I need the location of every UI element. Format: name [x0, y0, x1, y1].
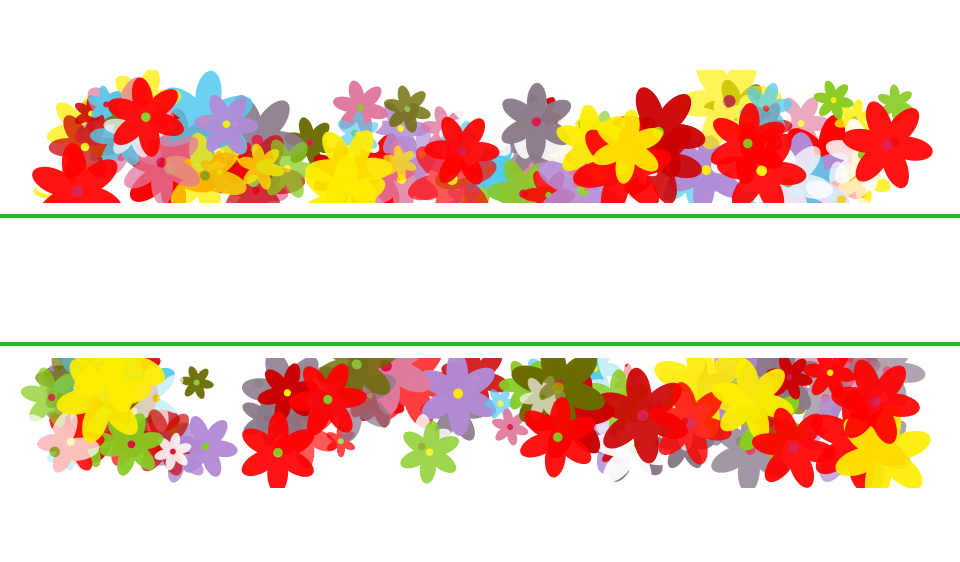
flower: [491, 408, 529, 446]
flower: [56, 358, 152, 443]
flower: [122, 119, 200, 203]
flower: [424, 116, 500, 185]
bottom-flower-cluster: [9, 358, 931, 488]
flower: [194, 94, 259, 154]
flower: [649, 382, 732, 465]
flower: [536, 358, 584, 408]
flower: [238, 143, 285, 190]
flower: [32, 143, 123, 203]
flower: [711, 358, 794, 442]
flower: [813, 80, 854, 120]
flower: [842, 101, 933, 189]
flower: [154, 432, 192, 471]
flower: [751, 407, 836, 488]
flower: [592, 109, 663, 184]
flower: [241, 411, 315, 488]
flower: [802, 358, 858, 399]
flower: [520, 396, 596, 478]
flower: [710, 102, 785, 185]
flower: [173, 416, 238, 477]
flower: [107, 77, 184, 157]
bottom-green-line: [0, 342, 960, 346]
flower: [299, 154, 386, 203]
top-green-line: [0, 214, 960, 218]
flower: [9, 409, 100, 488]
flower: [400, 420, 460, 484]
flower: [383, 85, 431, 133]
flower: [419, 358, 497, 436]
flower: [831, 359, 920, 444]
top-flower-cluster: [32, 70, 936, 203]
flower: [179, 366, 214, 399]
banner-blank-area: [0, 218, 960, 342]
flower: [288, 363, 367, 436]
